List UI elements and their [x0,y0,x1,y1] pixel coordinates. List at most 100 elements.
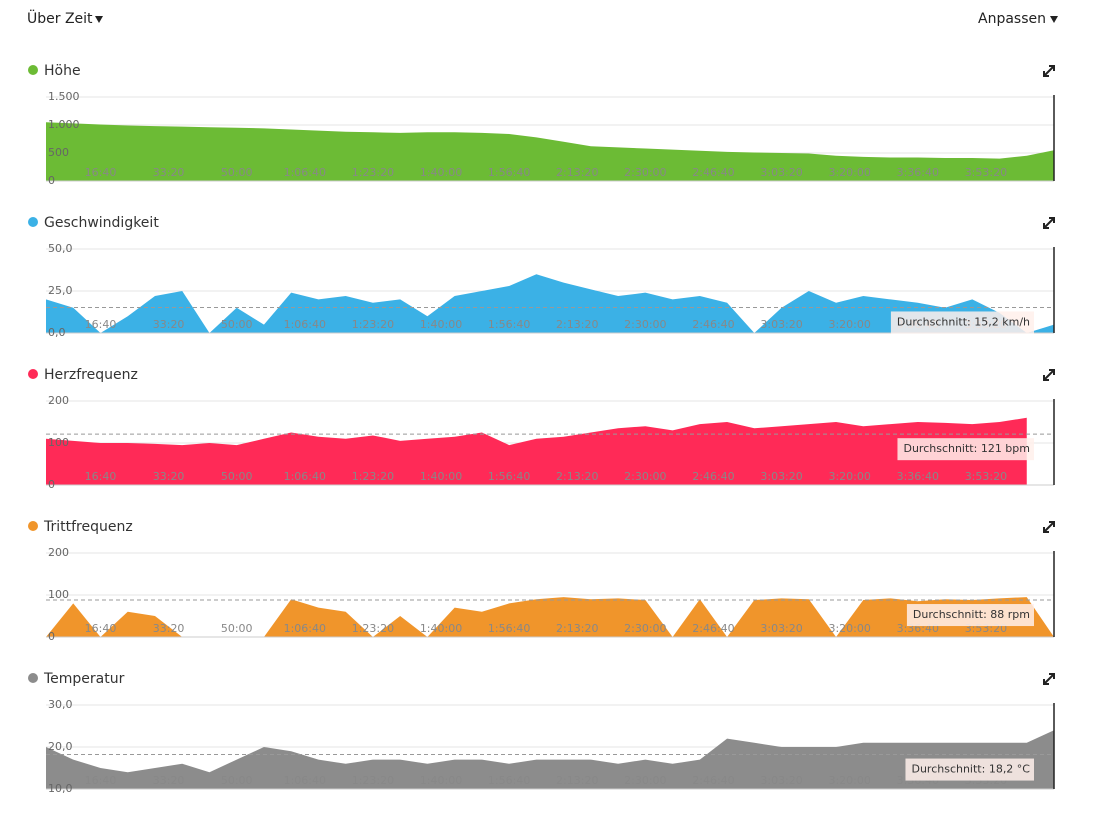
x-tick-label: 33:20 [153,774,185,787]
expand-icon[interactable] [1043,369,1055,381]
average-label: Durchschnitt: 121 bpm [903,442,1030,455]
average-label-bg [890,311,1034,334]
x-tick-label: 33:20 [153,622,185,635]
area [46,122,1054,181]
x-tick-label: 16:40 [85,470,117,483]
x-tick-label: 33:20 [153,318,185,331]
y-tick-label: 25,0 [48,284,73,297]
x-tick-label: 50:00 [221,774,253,787]
x-tick-label: 3:53:20 [965,166,1007,179]
expand-icon[interactable] [1043,65,1055,77]
x-tick-label: 50:00 [221,318,253,331]
x-tick-label: 1:23:20 [352,470,394,483]
x-tick-label: 1:56:40 [488,470,530,483]
x-tick-label: 1:56:40 [488,166,530,179]
customize-menu[interactable]: Anpassen [978,11,1046,27]
chart-title: Herzfrequenz [44,367,138,383]
expand-icon[interactable] [1043,521,1055,533]
x-tick-label: 1:06:40 [284,622,326,635]
expand-icon[interactable] [1043,673,1055,685]
x-tick-label: 50:00 [221,470,253,483]
y-tick-label: 0 [48,630,55,643]
x-tick-label: 2:13:20 [556,622,598,635]
x-tick-label: 16:40 [85,774,117,787]
x-tick-label: 1:56:40 [488,622,530,635]
y-tick-label: 200 [48,394,69,407]
x-tick-label: 3:36:40 [897,166,939,179]
average-label: Durchschnitt: 18,2 °C [911,763,1030,776]
x-tick-label: 2:46:40 [692,774,734,787]
dropdown-arrow [95,16,103,23]
x-tick-label: 2:13:20 [556,318,598,331]
y-tick-label: 30,0 [48,698,73,711]
x-tick-label: 3:03:20 [760,470,802,483]
x-tick-label: 1:56:40 [488,318,530,331]
y-tick-label: 200 [48,546,69,559]
x-tick-label: 33:20 [153,470,185,483]
x-tick-label: 50:00 [221,622,253,635]
x-tick-label: 2:13:20 [556,774,598,787]
x-tick-label: 16:40 [85,166,117,179]
x-tick-label: 2:13:20 [556,166,598,179]
average-label-bg [906,604,1034,627]
x-tick-label: 2:30:00 [624,166,666,179]
chart-title: Höhe [44,63,81,79]
legend-dot [28,673,38,683]
x-tick-label: 2:30:00 [624,774,666,787]
x-tick-label: 1:40:00 [420,774,462,787]
dropdown-arrow [1050,16,1058,23]
x-tick-label: 33:20 [153,166,185,179]
x-tick-label: 2:46:40 [692,622,734,635]
y-tick-label: 100 [48,436,69,449]
y-tick-label: 0 [48,174,55,187]
x-tick-label: 1:23:20 [352,774,394,787]
x-tick-label: 16:40 [85,622,117,635]
x-tick-label: 1:06:40 [284,470,326,483]
x-tick-label: 50:00 [221,166,253,179]
area [46,274,1054,333]
chart-title: Trittfrequenz [43,519,133,535]
x-tick-label: 3:53:20 [965,470,1007,483]
y-tick-label: 10,0 [48,782,73,795]
chart-title: Geschwindigkeit [44,215,159,231]
area [46,730,1054,789]
y-tick-label: 0 [48,478,55,491]
x-tick-label: 1:40:00 [420,622,462,635]
average-label: Durchschnitt: 15,2 km/h [897,315,1030,328]
y-tick-label: 1.000 [48,118,80,131]
x-tick-label: 3:03:20 [760,166,802,179]
x-tick-label: 3:20:00 [828,470,870,483]
x-tick-label: 2:46:40 [692,318,734,331]
area [46,597,1054,637]
x-tick-label: 1:06:40 [284,318,326,331]
area [46,417,1027,485]
x-tick-label: 2:46:40 [692,166,734,179]
x-tick-label: 3:20:00 [828,166,870,179]
x-tick-label: 2:30:00 [624,470,666,483]
x-tick-label: 1:40:00 [420,166,462,179]
x-tick-label: 3:03:20 [760,774,802,787]
average-label-bg [905,758,1034,781]
legend-dot [28,217,38,227]
x-tick-label: 3:20:00 [828,318,870,331]
x-tick-label: 3:20:00 [828,622,870,635]
legend-dot [28,65,38,75]
y-tick-label: 0,0 [48,326,66,339]
average-label-bg [897,438,1034,461]
x-tick-label: 3:03:20 [760,622,802,635]
legend-dot [28,369,38,379]
view-menu[interactable]: Über Zeit [27,9,93,27]
x-tick-label: 1:23:20 [352,622,394,635]
expand-icon[interactable] [1043,217,1055,229]
average-label: Durchschnitt: 88 rpm [913,608,1030,621]
x-tick-label: 1:40:00 [420,318,462,331]
x-tick-label: 2:13:20 [556,470,598,483]
x-tick-label: 1:06:40 [284,166,326,179]
x-tick-label: 2:46:40 [692,470,734,483]
x-tick-label: 16:40 [85,318,117,331]
x-tick-label: 1:23:20 [352,166,394,179]
x-tick-label: 1:06:40 [284,774,326,787]
x-tick-label: 3:03:20 [760,318,802,331]
y-tick-label: 500 [48,146,69,159]
